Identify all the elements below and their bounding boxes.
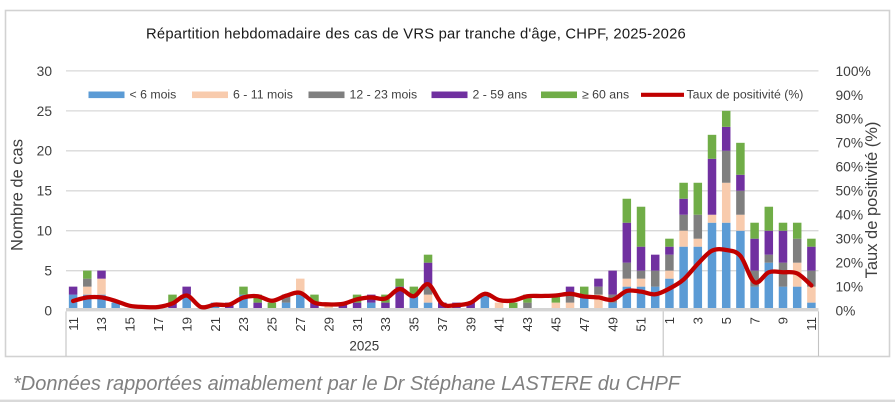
svg-text:Nombre de cas: Nombre de cas	[9, 139, 27, 251]
svg-text:12 - 23 mois: 12 - 23 mois	[350, 87, 418, 101]
svg-text:1: 1	[662, 317, 677, 324]
svg-text:33: 33	[378, 317, 393, 332]
svg-text:40%: 40%	[836, 208, 864, 223]
svg-text:20: 20	[37, 144, 53, 159]
svg-text:0%: 0%	[836, 304, 856, 319]
svg-text:10: 10	[37, 224, 53, 239]
svg-text:25: 25	[265, 317, 280, 332]
svg-text:6 - 11 mois: 6 - 11 mois	[233, 87, 293, 101]
svg-text:51: 51	[634, 317, 649, 332]
svg-text:2025: 2025	[349, 339, 379, 354]
svg-text:2 - 59 ans: 2 - 59 ans	[473, 87, 528, 101]
svg-text:41: 41	[492, 317, 507, 332]
svg-text:80%: 80%	[836, 112, 864, 127]
svg-text:10%: 10%	[836, 280, 864, 295]
svg-text:60%: 60%	[836, 160, 864, 175]
svg-text:≥ 60 ans: ≥ 60 ans	[582, 87, 629, 101]
svg-text:11: 11	[66, 317, 81, 331]
svg-text:35: 35	[407, 317, 422, 332]
svg-text:49: 49	[605, 317, 620, 332]
svg-text:21: 21	[208, 317, 223, 332]
svg-text:Taux de positivité (%): Taux de positivité (%)	[863, 122, 881, 279]
svg-text:20%: 20%	[836, 256, 864, 271]
svg-text:23: 23	[236, 317, 251, 332]
svg-text:100%: 100%	[836, 64, 871, 79]
svg-text:Taux de positivité (%): Taux de positivité (%)	[687, 87, 804, 101]
svg-text:90%: 90%	[836, 88, 864, 103]
svg-text:13: 13	[94, 317, 109, 332]
svg-text:11: 11	[804, 317, 819, 331]
svg-text:3: 3	[691, 317, 706, 324]
svg-text:31: 31	[350, 317, 365, 332]
svg-text:*Données rapportées aimablemen: *Données rapportées aimablement par le D…	[13, 373, 682, 395]
svg-text:15: 15	[123, 317, 138, 332]
svg-text:70%: 70%	[836, 136, 864, 151]
svg-text:43: 43	[520, 317, 535, 332]
svg-text:5: 5	[719, 317, 734, 324]
svg-text:29: 29	[321, 317, 336, 332]
svg-text:15: 15	[37, 184, 53, 199]
svg-text:30: 30	[37, 64, 53, 79]
svg-text:7: 7	[747, 317, 762, 324]
svg-text:5: 5	[44, 264, 52, 279]
svg-text:9: 9	[776, 317, 791, 324]
svg-text:0: 0	[44, 304, 52, 319]
svg-text:50%: 50%	[836, 184, 864, 199]
svg-text:25: 25	[37, 104, 53, 119]
svg-text:47: 47	[577, 317, 592, 332]
svg-text:Répartition hebdomadaire des c: Répartition hebdomadaire des cas de VRS …	[146, 26, 686, 42]
svg-text:37: 37	[435, 317, 450, 332]
svg-text:19: 19	[179, 317, 194, 332]
svg-text:45: 45	[549, 317, 564, 332]
svg-text:39: 39	[463, 317, 478, 332]
svg-text:30%: 30%	[836, 232, 864, 247]
svg-text:27: 27	[293, 317, 308, 332]
svg-text:< 6 mois: < 6 mois	[130, 87, 177, 101]
svg-text:17: 17	[151, 317, 166, 332]
